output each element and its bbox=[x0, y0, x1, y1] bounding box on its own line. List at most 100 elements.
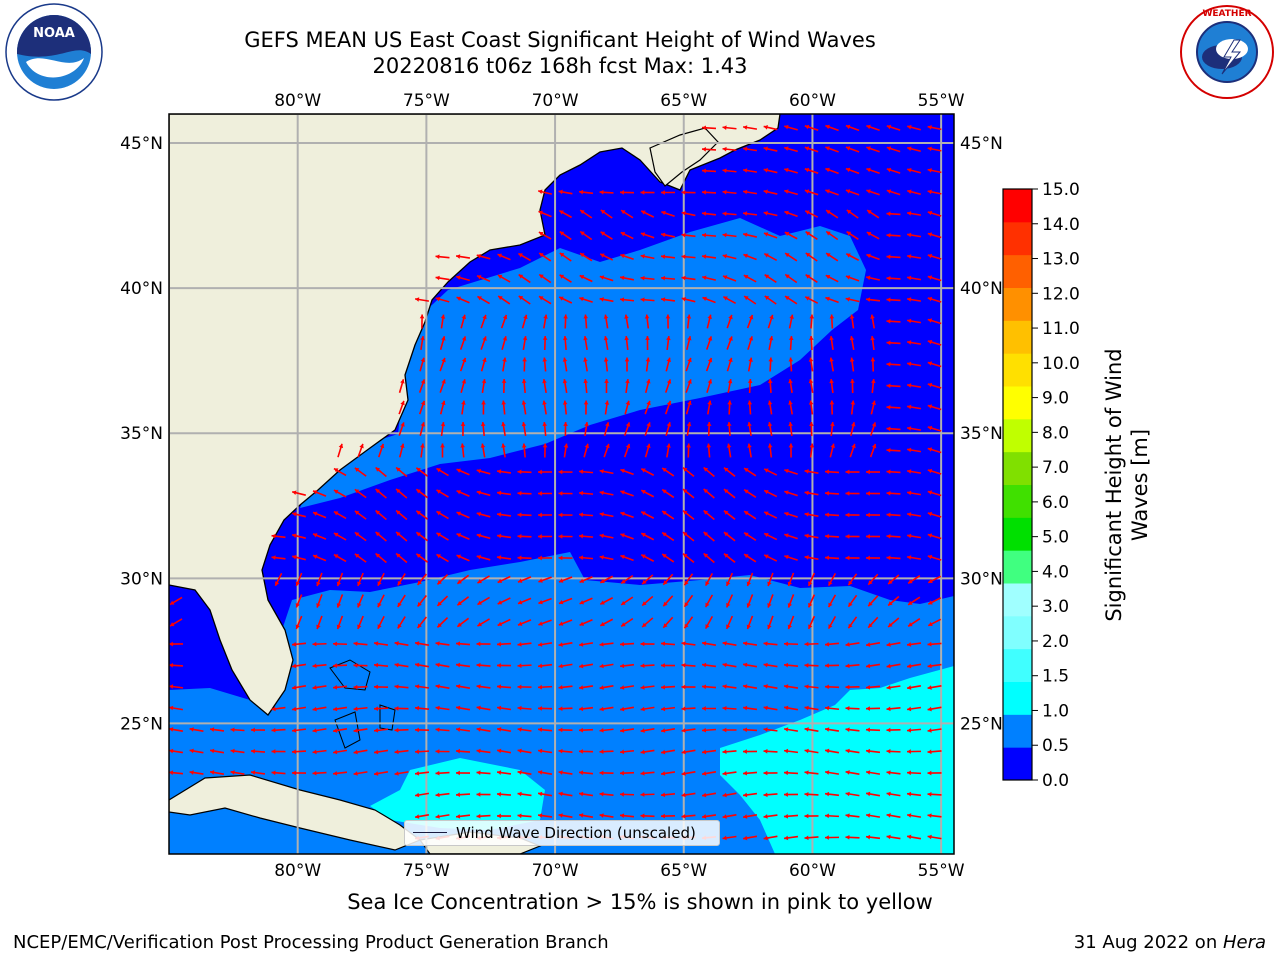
wind-wave-arrow bbox=[521, 421, 527, 437]
colorbar-tick-label: 8.0 bbox=[1042, 423, 1069, 443]
wind-wave-arrow bbox=[907, 574, 921, 585]
wind-wave-arrow bbox=[767, 615, 774, 630]
wind-wave-arrow bbox=[620, 231, 634, 240]
wind-wave-arrow bbox=[459, 336, 467, 350]
wind-wave-arrow bbox=[706, 400, 712, 415]
wind-wave-arrow bbox=[312, 706, 327, 712]
wind-wave-arrow bbox=[497, 618, 511, 627]
wind-wave-arrow bbox=[681, 296, 696, 303]
wind-wave-arrow bbox=[763, 835, 778, 841]
wind-wave-arrow bbox=[867, 595, 879, 607]
wind-wave-arrow bbox=[706, 443, 712, 458]
wind-wave-arrow bbox=[599, 728, 614, 733]
wind-wave-arrow bbox=[333, 553, 347, 563]
wind-wave-arrow bbox=[722, 814, 737, 819]
wind-wave-arrow bbox=[599, 791, 614, 797]
wind-wave-arrow bbox=[746, 594, 754, 608]
wind-wave-arrow bbox=[295, 615, 303, 630]
wind-wave-arrow bbox=[517, 748, 532, 754]
wind-wave-arrow bbox=[763, 641, 778, 646]
wind-wave-arrow bbox=[763, 489, 778, 498]
wind-wave-arrow bbox=[414, 749, 430, 754]
wind-wave-arrow bbox=[886, 189, 901, 196]
wind-wave-arrow bbox=[476, 275, 491, 282]
wind-wave-arrow bbox=[538, 619, 552, 626]
wind-wave-arrow bbox=[768, 335, 774, 351]
wind-wave-arrow bbox=[927, 382, 942, 389]
svg-text:NOAA: NOAA bbox=[33, 26, 75, 41]
wind-wave-arrow bbox=[906, 642, 922, 647]
wind-wave-arrow bbox=[538, 576, 552, 583]
wind-wave-arrow bbox=[784, 231, 798, 240]
wind-wave-arrow bbox=[578, 685, 594, 690]
wind-wave-arrow bbox=[189, 727, 204, 732]
wind-wave-arrow bbox=[583, 378, 588, 394]
noaa-logo: NOAA bbox=[5, 3, 103, 101]
wind-wave-arrow bbox=[460, 443, 465, 458]
wind-wave-arrow bbox=[845, 167, 860, 175]
wind-wave-arrow bbox=[558, 512, 573, 518]
wind-wave-arrow bbox=[742, 684, 758, 689]
wind-wave-arrow bbox=[641, 595, 654, 607]
wind-wave-arrow bbox=[824, 490, 840, 496]
lat-tick-label-right: 35°N bbox=[960, 424, 1003, 444]
wind-wave-arrow bbox=[788, 443, 794, 458]
wind-wave-arrow bbox=[641, 617, 654, 628]
wind-wave-arrow bbox=[599, 555, 614, 561]
wind-wave-arrow bbox=[189, 770, 204, 775]
wind-wave-arrow bbox=[725, 572, 734, 587]
wind-wave-arrow bbox=[906, 512, 922, 517]
wind-wave-arrow bbox=[865, 706, 881, 711]
wind-wave-arrow bbox=[725, 615, 734, 630]
colorbar-segment bbox=[1003, 681, 1032, 715]
wind-wave-arrow bbox=[681, 813, 696, 819]
wind-wave-arrow bbox=[578, 555, 594, 561]
wind-wave-arrow bbox=[783, 705, 799, 711]
wind-wave-arrow bbox=[682, 510, 695, 520]
wind-wave-arrow bbox=[767, 378, 773, 394]
wind-wave-arrow bbox=[435, 684, 450, 689]
wind-wave-arrow bbox=[865, 555, 881, 561]
wind-wave-arrow bbox=[394, 706, 409, 711]
wind-wave-arrow bbox=[804, 663, 819, 668]
wind-wave-arrow bbox=[784, 490, 798, 497]
wind-wave-arrow bbox=[866, 189, 880, 196]
wind-wave-arrow bbox=[230, 727, 245, 733]
wind-wave-arrow bbox=[767, 421, 773, 437]
wind-wave-arrow bbox=[357, 572, 364, 587]
wind-wave-arrow bbox=[747, 443, 752, 458]
colorbar-segment bbox=[1003, 583, 1032, 617]
wind-wave-arrow bbox=[886, 383, 901, 389]
wind-wave-arrow bbox=[414, 705, 430, 711]
wind-wave-arrow bbox=[414, 792, 430, 798]
wind-wave-arrow bbox=[480, 357, 487, 372]
wind-wave-arrow bbox=[927, 146, 942, 152]
wind-wave-arrow bbox=[824, 748, 840, 754]
wind-wave-arrow bbox=[742, 705, 758, 711]
wind-wave-arrow bbox=[829, 378, 834, 394]
wind-wave-arrow bbox=[496, 705, 512, 711]
wind-wave-arrow bbox=[664, 379, 672, 393]
wind-wave-arrow bbox=[578, 663, 594, 669]
colorbar-frame bbox=[1002, 188, 1033, 781]
wind-wave-arrow bbox=[788, 335, 794, 351]
lon-tick-label-bottom: 80°W bbox=[274, 861, 321, 881]
wind-wave-arrow bbox=[559, 274, 572, 283]
wind-wave-arrow bbox=[906, 340, 922, 345]
wind-wave-arrow bbox=[870, 400, 876, 415]
wind-wave-arrow bbox=[927, 339, 942, 346]
wind-wave-arrow bbox=[845, 727, 860, 732]
wind-wave-arrow bbox=[419, 357, 426, 372]
colorbar-tick-label: 10.0 bbox=[1042, 354, 1080, 374]
wind-wave-arrow bbox=[583, 443, 590, 458]
wind-wave-arrow bbox=[522, 335, 528, 351]
wind-wave-arrow bbox=[440, 443, 445, 458]
wind-wave-arrow bbox=[747, 378, 753, 394]
colorbar-tick-label: 0.5 bbox=[1042, 736, 1069, 756]
wind-wave-arrow bbox=[824, 533, 840, 539]
wind-wave-arrow bbox=[332, 749, 348, 755]
wind-wave-arrow bbox=[706, 379, 713, 393]
wind-wave-arrow bbox=[706, 421, 712, 437]
wind-wave-arrow bbox=[870, 335, 875, 351]
